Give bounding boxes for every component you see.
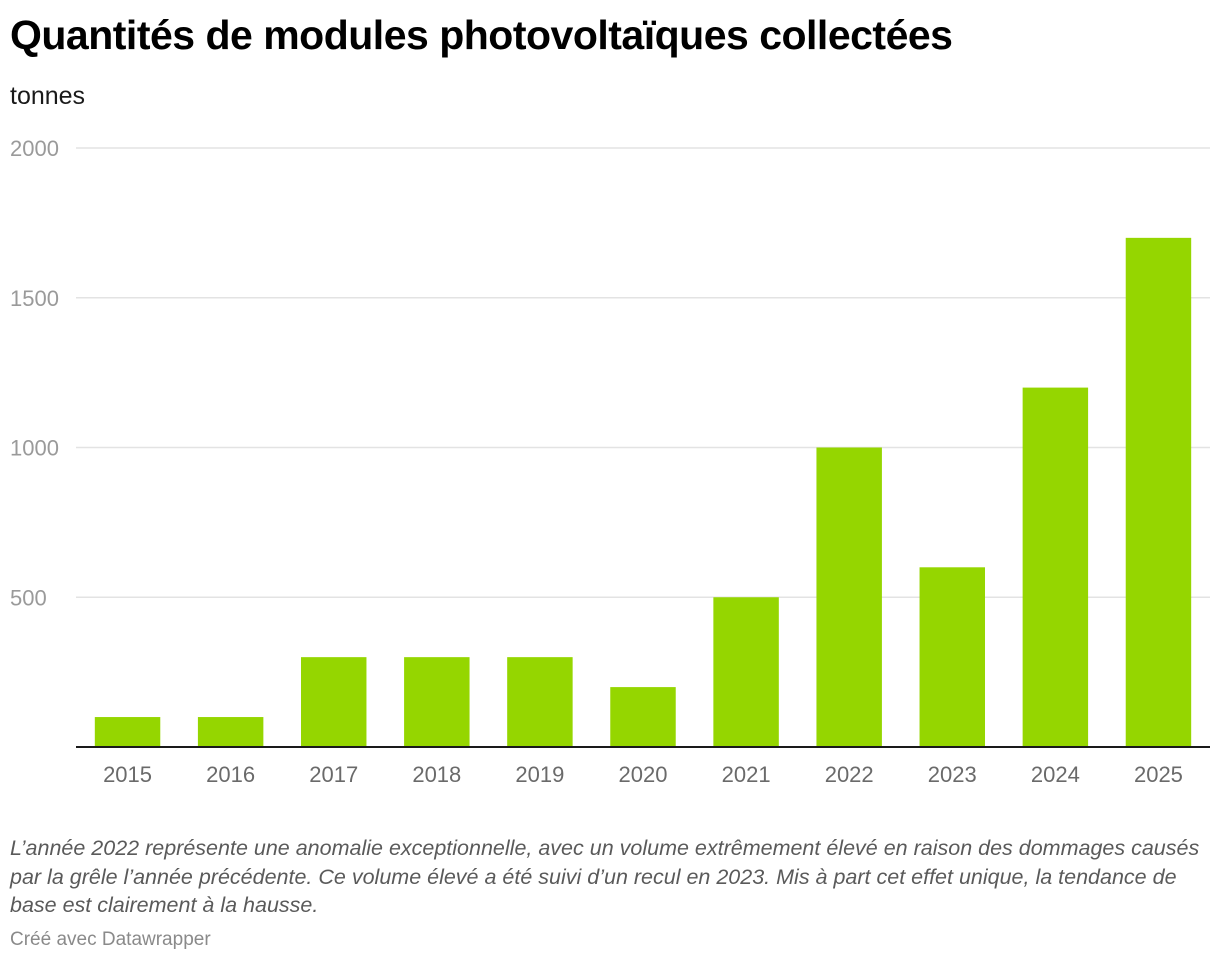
bar-2015[interactable]	[94, 717, 161, 747]
y-tick-label: 1500	[10, 286, 59, 311]
bar-2017[interactable]	[300, 657, 367, 747]
footnote: L’année 2022 représente une anomalie exc…	[10, 836, 1200, 917]
x-tick-label: 2018	[412, 762, 461, 787]
gridlines	[76, 147, 1210, 598]
x-tick-label: 2025	[1134, 762, 1183, 787]
bar-chart: 500 1000 1500 2000 2015 2016 2017 2018 2019 2020…	[10, 136, 1210, 787]
x-axis-ticks: 2015 2016 2017 2018 2019 2020 2021 2022 2023 2024…	[103, 762, 1183, 787]
y-axis-ticks: 500 1000 1500 2000	[10, 136, 59, 610]
y-tick-label: 2000	[10, 136, 59, 161]
bar-2019[interactable]	[507, 657, 573, 747]
x-tick-label: 2021	[722, 762, 771, 787]
chart-subtitle: tonnes	[10, 82, 86, 110]
x-tick-label: 2016	[206, 762, 255, 787]
bar-2020[interactable]	[610, 687, 676, 747]
x-tick-label: 2019	[515, 762, 564, 787]
bar-2025[interactable]	[1125, 237, 1192, 747]
y-tick-label: 500	[10, 585, 47, 610]
bar-2022[interactable]	[816, 447, 882, 748]
bar-2024[interactable]	[1022, 387, 1089, 747]
x-tick-label: 2023	[928, 762, 977, 787]
bars	[94, 237, 1192, 748]
x-tick-label: 2015	[103, 762, 152, 787]
y-tick-label: 1000	[10, 436, 59, 461]
bar-2018[interactable]	[404, 657, 470, 747]
x-tick-label: 2022	[825, 762, 874, 787]
bar-2016[interactable]	[197, 717, 264, 747]
x-tick-label: 2017	[309, 762, 358, 787]
chart-title: Quantités de modules photovoltaïques col…	[10, 12, 953, 58]
bar-2021[interactable]	[713, 597, 779, 747]
credit-link[interactable]: Créé avec Datawrapper	[10, 929, 211, 950]
x-tick-label: 2020	[619, 762, 668, 787]
x-tick-label: 2024	[1031, 762, 1080, 787]
bar-2023[interactable]	[919, 567, 986, 747]
